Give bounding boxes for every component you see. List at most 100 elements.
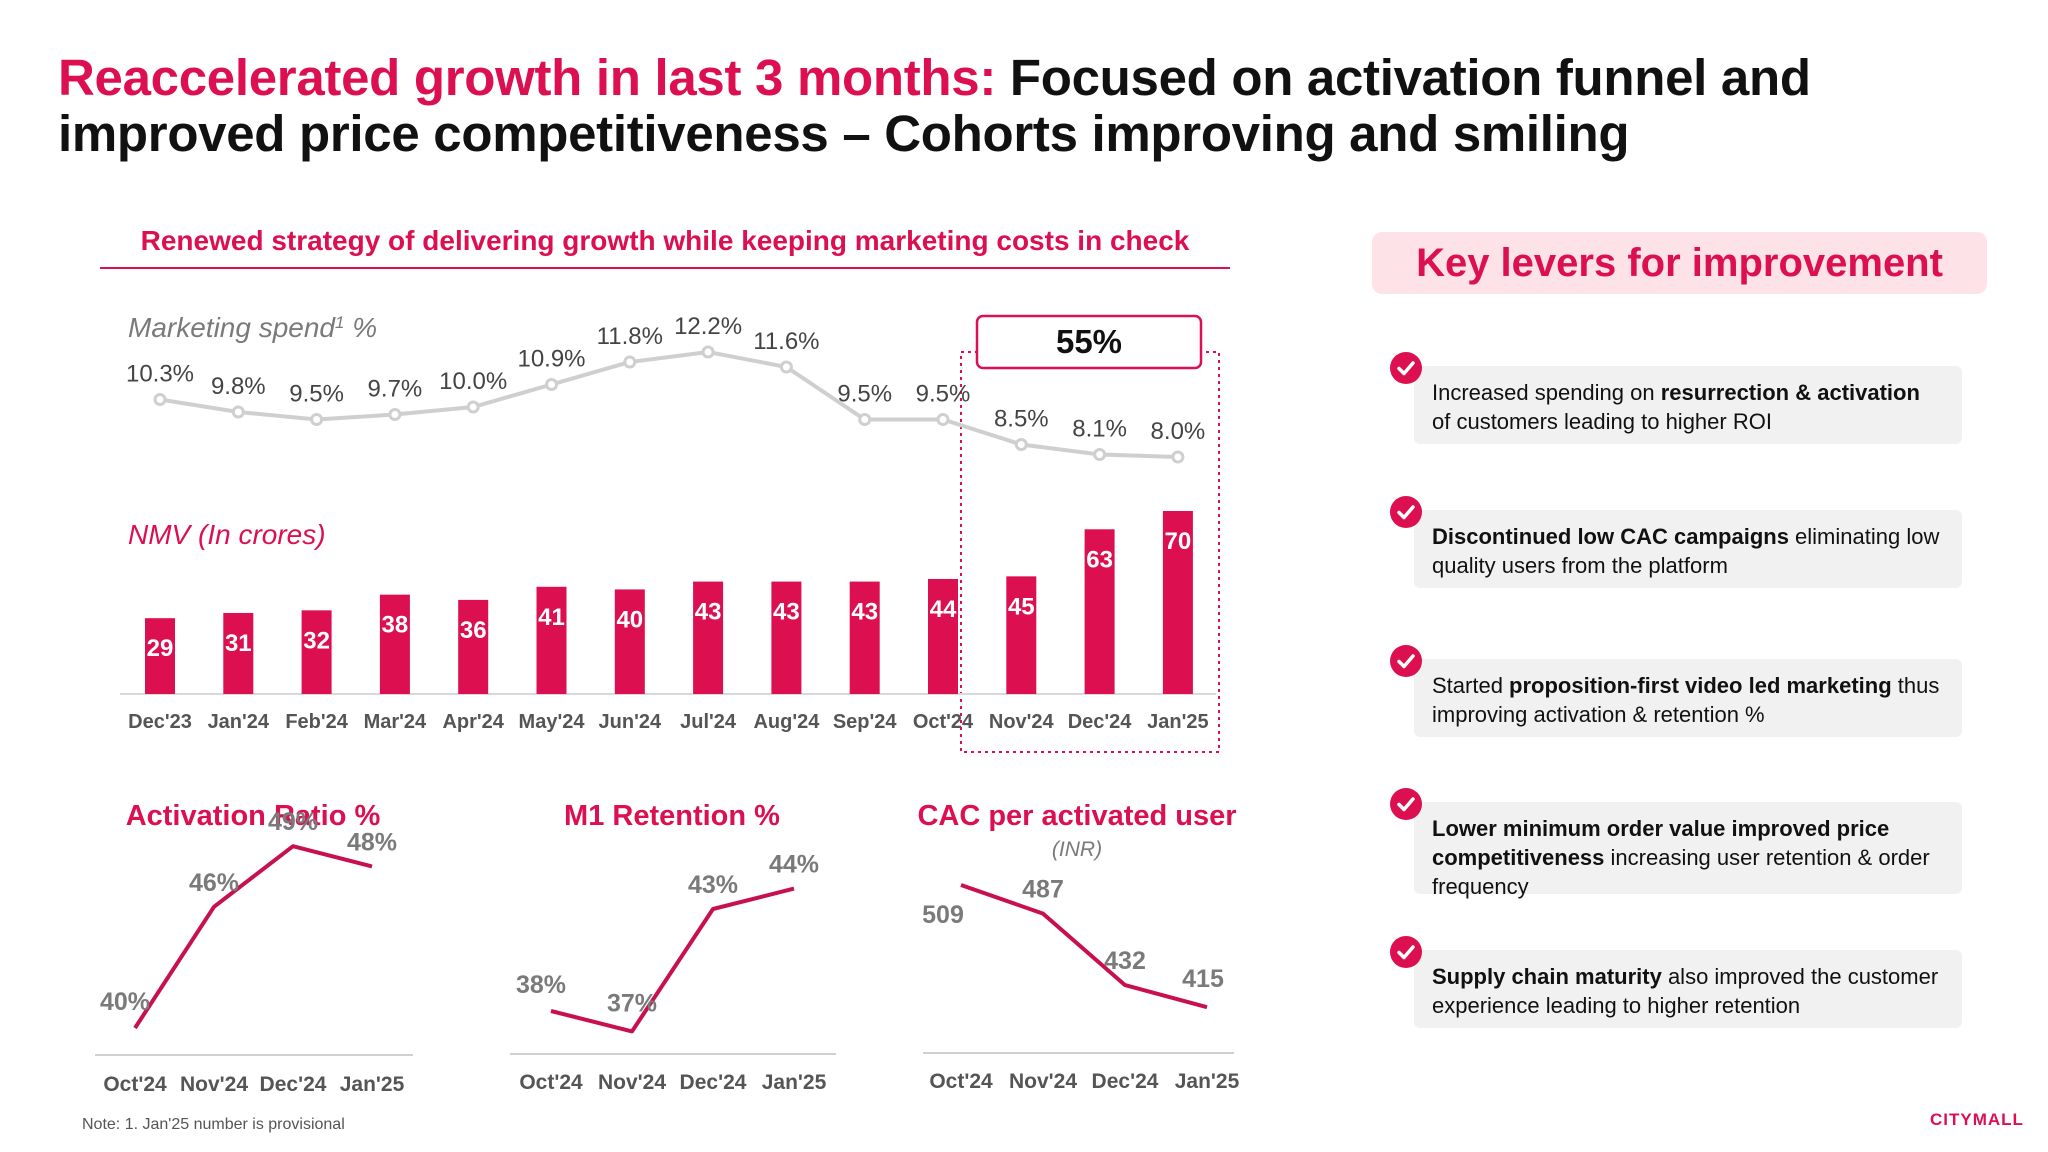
nmv-bar-label: 45 — [1008, 593, 1035, 620]
x-tick-label: Oct'24 — [913, 711, 974, 733]
nmv-bar-label: 38 — [382, 612, 409, 639]
small-chart-x-tick: Jan'25 — [762, 1071, 827, 1094]
marketing-spend-label-value: 9.8% — [211, 373, 266, 400]
small-chart-x-tick: Nov'24 — [598, 1071, 666, 1094]
small-chart-value-label: 46% — [189, 869, 239, 897]
nmv-bar — [693, 581, 724, 694]
nmv-bar-label: 43 — [695, 599, 722, 626]
lever-item: Lower minimum order value improved price… — [1414, 802, 1962, 899]
x-tick-label: Dec'23 — [128, 711, 192, 733]
nmv-bar — [1084, 529, 1115, 694]
small-chart-value-label: 432 — [1104, 947, 1146, 975]
checkmark-icon — [1390, 352, 1422, 384]
cac-subtitle: (INR) — [1052, 838, 1102, 861]
marketing-spend-label-value: 10.9% — [517, 346, 585, 373]
marketing-spend-point — [1093, 448, 1107, 461]
nmv-bar-label: 43 — [851, 599, 878, 626]
levers-title: Key levers for improvement — [1372, 232, 1987, 294]
nmv-bar — [928, 578, 958, 694]
x-tick-label: Jan'24 — [208, 711, 270, 733]
small-chart-x-tick: Oct'24 — [103, 1073, 167, 1096]
small-chart-value-label: 44% — [769, 851, 819, 879]
lever-item: Discontinued low CAC campaigns eliminati… — [1414, 510, 1962, 588]
x-tick-label: Jun'24 — [599, 711, 662, 733]
marketing-spend-point — [231, 405, 245, 419]
lever-item-bold: proposition-first video led marketing — [1509, 673, 1892, 698]
small-chart-value-label: 509 — [922, 901, 964, 929]
small-chart-value-label: 48% — [347, 828, 397, 856]
nmv-bar — [1006, 576, 1037, 694]
marketing-spend-label-value: 9.5% — [289, 381, 344, 408]
small-chart-value-label: 40% — [100, 988, 150, 1016]
marketing-spend-point — [701, 345, 715, 359]
page-title: Reaccelerated growth in last 3 months: F… — [58, 50, 1998, 162]
marketing-spend-label-value: 9.5% — [916, 381, 971, 408]
marketing-spend-point — [153, 393, 167, 406]
title-highlight: Reaccelerated growth in last 3 months: — [58, 49, 997, 106]
marketing-spend-point — [388, 408, 402, 421]
checkmark-icon — [1390, 496, 1422, 528]
small-charts: Activation Ratio % M1 Retention % CAC pe… — [95, 800, 1240, 1096]
nmv-bar — [458, 599, 489, 694]
nmv-bar-label: 36 — [460, 617, 487, 644]
marketing-spend-point — [466, 400, 480, 414]
strategy-heading: Renewed strategy of delivering growth wh… — [140, 225, 1190, 256]
checkmark-icon — [1390, 788, 1422, 820]
nmv-bar-label: 63 — [1086, 546, 1113, 573]
marketing-spend-point — [623, 355, 637, 369]
marketing-spend-label-value: 10.0% — [439, 368, 507, 395]
marketing-spend-label-value: 8.1% — [1072, 416, 1127, 443]
lever-item: Started proposition-first video led mark… — [1414, 659, 1962, 737]
small-chart-x-tick: Jan'25 — [340, 1073, 405, 1096]
nmv-bar — [849, 581, 880, 694]
marketing-spend-label: Marketing spend1 % — [128, 312, 377, 343]
x-tick-label: Feb'24 — [285, 711, 348, 733]
m1-retention-title: M1 Retention % — [564, 800, 780, 832]
citymall-logo: CITYMALL — [1930, 1110, 2024, 1129]
marketing-spend-point — [1171, 450, 1185, 464]
small-chart-value-label: 37% — [607, 989, 657, 1017]
small-chart-x-tick: Dec'24 — [1092, 1070, 1159, 1093]
x-tick-label: Sep'24 — [833, 711, 898, 733]
nmv-bar-label: 31 — [225, 630, 252, 657]
marketing-spend-point — [1014, 438, 1028, 451]
marketing-spend-point — [858, 413, 872, 426]
x-tick-label: Mar'24 — [364, 711, 427, 733]
x-tick-label: Nov'24 — [989, 711, 1055, 733]
x-tick-label: Aug'24 — [753, 711, 820, 733]
marketing-spend-point — [779, 360, 793, 374]
small-chart-x-tick: Oct'24 — [929, 1070, 993, 1093]
marketing-spend-label-value: 9.7% — [368, 376, 423, 403]
marketing-spend-label-value: 12.2% — [674, 313, 742, 340]
small-chart-line — [550, 886, 795, 1034]
checkmark-icon — [1390, 936, 1422, 968]
small-chart-x-tick: Nov'24 — [1009, 1070, 1077, 1093]
small-chart-x-tick: Jan'25 — [1175, 1070, 1240, 1093]
small-chart-line — [133, 844, 373, 1030]
small-chart-value-label: 43% — [688, 871, 738, 899]
marketing-spend-label-value: 10.3% — [126, 361, 194, 388]
lever-item-bold: resurrection & activation — [1660, 380, 1920, 405]
nmv-bar-label: 43 — [773, 599, 800, 626]
nmv-bar — [771, 581, 802, 694]
main-chart: 55% Marketing spend1 % NMV (In crores) 2… — [120, 312, 1220, 753]
nmv-bar — [379, 594, 410, 694]
x-tick-label: Apr'24 — [442, 711, 504, 733]
highlight-box-value: 55% — [1056, 323, 1122, 360]
marketing-spend-line — [159, 349, 1178, 459]
x-tick-label: May'24 — [519, 711, 586, 733]
small-chart-x-tick: Dec'24 — [260, 1073, 327, 1096]
marketing-spend-point — [310, 413, 324, 426]
nmv-bar-label: 44 — [930, 596, 957, 623]
marketing-spend-label-value: 11.8% — [597, 323, 663, 350]
nmv-bar-label: 41 — [538, 604, 565, 631]
lever-item-bold: Supply chain maturity — [1432, 964, 1662, 989]
nmv-bar — [1162, 511, 1193, 694]
small-chart-x-tick: Dec'24 — [680, 1071, 747, 1094]
footnote: Note: 1. Jan'25 number is provisional — [82, 1116, 345, 1133]
lever-item: Supply chain maturity also improved the … — [1414, 950, 1962, 1028]
nmv-bar — [145, 618, 175, 694]
lever-item-bold: Discontinued low CAC campaigns — [1432, 524, 1789, 549]
marketing-spend-label-value: 9.5% — [837, 381, 892, 408]
small-chart-value-label: 487 — [1022, 876, 1064, 904]
